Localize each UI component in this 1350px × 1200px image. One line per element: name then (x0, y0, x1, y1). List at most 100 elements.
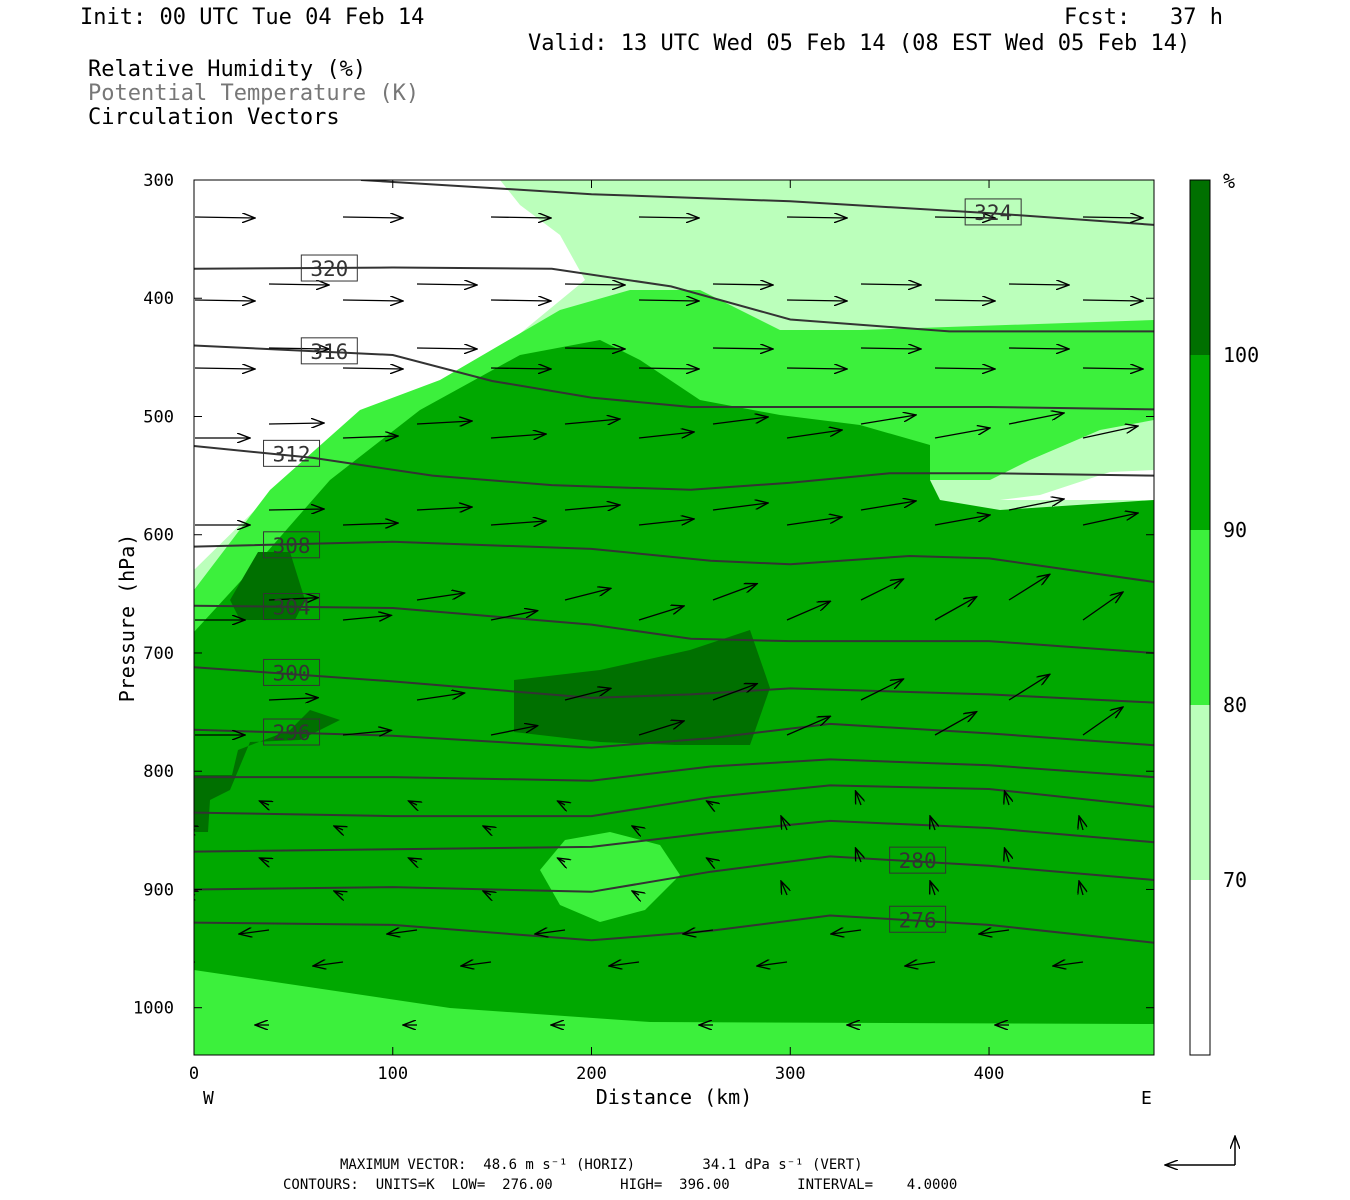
isentrope-label-296: 296 (273, 721, 311, 745)
circulation-vector (558, 858, 566, 862)
circulation-vector (313, 962, 344, 966)
circulation-vector (632, 826, 639, 830)
forecast-hour: Fcst: 37 h (1064, 5, 1223, 30)
circulation-vector (707, 801, 714, 805)
isentrope-label-box-280 (889, 846, 947, 874)
colorbar-label-80: 80 (1223, 693, 1247, 717)
circulation-vector (712, 348, 773, 349)
circulation-vector (712, 417, 768, 425)
circulation-vector (564, 419, 620, 424)
isentrope-280 (194, 855, 1154, 893)
circulation-vector (1082, 513, 1138, 526)
circulation-vector (934, 712, 977, 736)
circulation-vector (831, 930, 862, 934)
circulation-vector (416, 507, 472, 510)
circulation-vector (268, 284, 329, 285)
circulation-vector (194, 217, 255, 218)
x-west-label: W (203, 1088, 214, 1109)
circulation-vector (1053, 962, 1084, 966)
colorbar-80-swatch (1190, 530, 1210, 705)
circulation-vector (1008, 284, 1069, 285)
circulation-vector (483, 891, 491, 895)
isentrope-label-box-296 (263, 718, 321, 746)
circulation-vector (860, 679, 904, 701)
circulation-vector (564, 588, 611, 601)
circulation-vector (786, 430, 842, 439)
isentrope-320 (194, 266, 1154, 333)
circulation-vector (564, 505, 620, 510)
colorbar-90-swatch (1190, 355, 1210, 530)
x-axis: 0 100 200 300 400 (189, 180, 1004, 1084)
circulation-vector (558, 801, 566, 805)
circulation-vector (409, 801, 418, 805)
circulation-vector (632, 891, 639, 895)
circulation-vector (781, 881, 787, 896)
isentrope-284 (194, 819, 1154, 853)
circulation-vector (564, 284, 625, 285)
circulation-vector (638, 432, 694, 439)
isentrope-308 (194, 540, 1154, 583)
isentrope-label-box-324 (964, 198, 1022, 226)
rh-100-patch-2 (514, 630, 770, 745)
circulation-vector (268, 348, 329, 349)
circulation-vector (490, 368, 551, 369)
isentrope-label-312: 312 (273, 442, 311, 466)
circulation-vector (342, 615, 391, 620)
x-tick-label: 300 (775, 1064, 806, 1084)
colorbar-100-swatch (1190, 180, 1210, 355)
circulation-vector (416, 284, 477, 285)
circulation-vector (342, 730, 391, 735)
colorbar-label-90: 90 (1223, 518, 1247, 542)
legend-relative-humidity: Relative Humidity (%) (88, 57, 367, 82)
circulation-vector (1082, 217, 1143, 218)
legend-circulation-vectors: Circulation Vectors (88, 105, 340, 130)
x-east-label: E (1141, 1088, 1152, 1109)
circulation-vector (334, 891, 343, 895)
circulation-vector (490, 217, 551, 218)
x-tick-label: 100 (377, 1064, 408, 1084)
circulation-vector (860, 348, 921, 349)
circulation-vector (786, 217, 847, 218)
y-tick-label: 800 (143, 762, 174, 782)
circulation-vector (786, 601, 830, 621)
circulation-vector (856, 848, 862, 863)
circulation-vector (564, 348, 625, 349)
max-vector-note: MAXIMUM VECTOR: 48.6 m s⁻¹ (HORIZ) 34.1 … (340, 1157, 863, 1173)
circulation-vector (757, 962, 788, 966)
circulation-vector (416, 593, 465, 601)
circulation-vector (1005, 848, 1010, 863)
circulation-vector (712, 584, 757, 601)
circulation-vector (1082, 426, 1138, 439)
isentrope-label-324: 324 (974, 201, 1012, 225)
colorbar-label-70: 70 (1223, 868, 1247, 892)
x-axis-label: Distance (km) (596, 1085, 753, 1109)
circulation-vector (342, 300, 403, 301)
circulation-vector (342, 368, 403, 369)
circulation-vector (194, 961, 196, 963)
isentrope-label-box-316 (300, 337, 358, 365)
circulation-vector (860, 415, 916, 425)
colorbar-unit: % (1223, 169, 1235, 193)
y-axis: 300 400 500 600 700 800 900 1000 (133, 171, 1154, 1019)
circulation-vector (564, 688, 611, 701)
circulation-vector (638, 217, 699, 218)
rh-100-patch-3 (194, 710, 340, 832)
circulation-vector (1008, 348, 1069, 349)
circulation-vector (934, 428, 990, 439)
contour-info-note: CONTOURS: UNITS=K LOW= 276.00 HIGH= 396.… (283, 1177, 958, 1193)
circulation-vector (638, 368, 699, 369)
isentrope-label-316: 316 (310, 340, 348, 364)
circulation-vector (1082, 592, 1123, 621)
circulation-vector (409, 858, 418, 862)
circulation-vector (979, 930, 1010, 934)
y-tick-label: 300 (143, 171, 174, 191)
isentrope-label-320: 320 (310, 257, 348, 281)
isentrope-label-box-320 (300, 254, 358, 282)
circulation-vector (461, 962, 492, 966)
y-axis-label: Pressure (hPa) (115, 534, 139, 703)
circulation-vector (683, 930, 714, 934)
circulation-vector (268, 509, 324, 510)
x-tick-label: 200 (576, 1064, 607, 1084)
isentrope-label-box-312 (263, 439, 321, 467)
circulation-vector (342, 217, 403, 218)
